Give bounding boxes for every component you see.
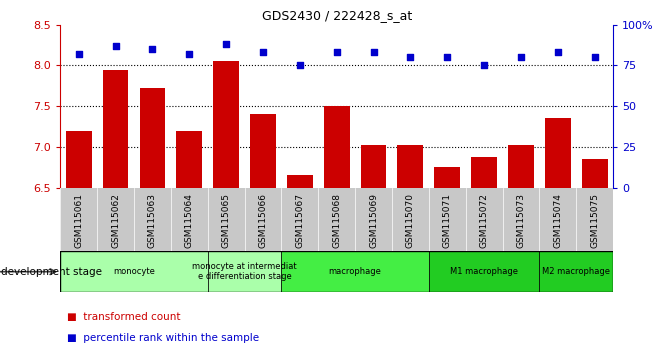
- Text: GSM115071: GSM115071: [443, 193, 452, 248]
- Bar: [103, 70, 129, 188]
- Point: [110, 43, 121, 49]
- Point: [221, 41, 232, 47]
- Bar: [139, 88, 165, 188]
- Title: GDS2430 / 222428_s_at: GDS2430 / 222428_s_at: [261, 9, 412, 22]
- Bar: [324, 106, 350, 188]
- Text: ■  transformed count: ■ transformed count: [67, 312, 180, 322]
- Bar: [66, 131, 92, 188]
- Text: GSM115061: GSM115061: [74, 193, 83, 248]
- Point: [516, 55, 527, 60]
- Text: GSM115064: GSM115064: [185, 193, 194, 247]
- Point: [184, 51, 195, 57]
- Text: M2 macrophage: M2 macrophage: [542, 267, 610, 276]
- Bar: [508, 145, 534, 188]
- Text: M1 macrophage: M1 macrophage: [450, 267, 518, 276]
- Point: [478, 63, 489, 68]
- Bar: [471, 157, 497, 188]
- Text: GSM115069: GSM115069: [369, 193, 378, 248]
- Text: monocyte at intermediat
e differentiation stage: monocyte at intermediat e differentiatio…: [192, 262, 297, 281]
- Text: GSM115065: GSM115065: [222, 193, 230, 248]
- Bar: [434, 167, 460, 188]
- Point: [405, 55, 416, 60]
- Point: [332, 50, 342, 55]
- Bar: [208, 251, 281, 292]
- Text: monocyte: monocyte: [113, 267, 155, 276]
- Bar: [429, 251, 539, 292]
- Bar: [582, 159, 608, 188]
- Point: [442, 55, 453, 60]
- Bar: [545, 119, 571, 188]
- Text: GSM115075: GSM115075: [590, 193, 599, 248]
- Bar: [397, 145, 423, 188]
- Text: macrophage: macrophage: [329, 267, 381, 276]
- Text: ■  percentile rank within the sample: ■ percentile rank within the sample: [67, 333, 259, 343]
- Point: [147, 46, 158, 52]
- Point: [257, 50, 268, 55]
- Bar: [60, 251, 208, 292]
- Text: GSM115067: GSM115067: [295, 193, 304, 248]
- Point: [369, 50, 379, 55]
- Text: GSM115073: GSM115073: [517, 193, 525, 248]
- Text: development stage: development stage: [1, 267, 102, 277]
- Text: GSM115074: GSM115074: [553, 193, 562, 247]
- Point: [590, 55, 600, 60]
- Text: GSM115062: GSM115062: [111, 193, 120, 247]
- Text: GSM115068: GSM115068: [332, 193, 341, 248]
- Text: GSM115063: GSM115063: [148, 193, 157, 248]
- Bar: [281, 251, 429, 292]
- Point: [295, 63, 306, 68]
- Point: [73, 51, 84, 57]
- Bar: [539, 251, 613, 292]
- Text: GSM115070: GSM115070: [406, 193, 415, 248]
- Bar: [176, 131, 202, 188]
- Point: [553, 50, 563, 55]
- Bar: [250, 114, 276, 188]
- Text: GSM115066: GSM115066: [259, 193, 267, 248]
- Bar: [213, 61, 239, 188]
- Bar: [360, 145, 387, 188]
- Bar: [287, 175, 313, 188]
- Text: GSM115072: GSM115072: [480, 193, 488, 247]
